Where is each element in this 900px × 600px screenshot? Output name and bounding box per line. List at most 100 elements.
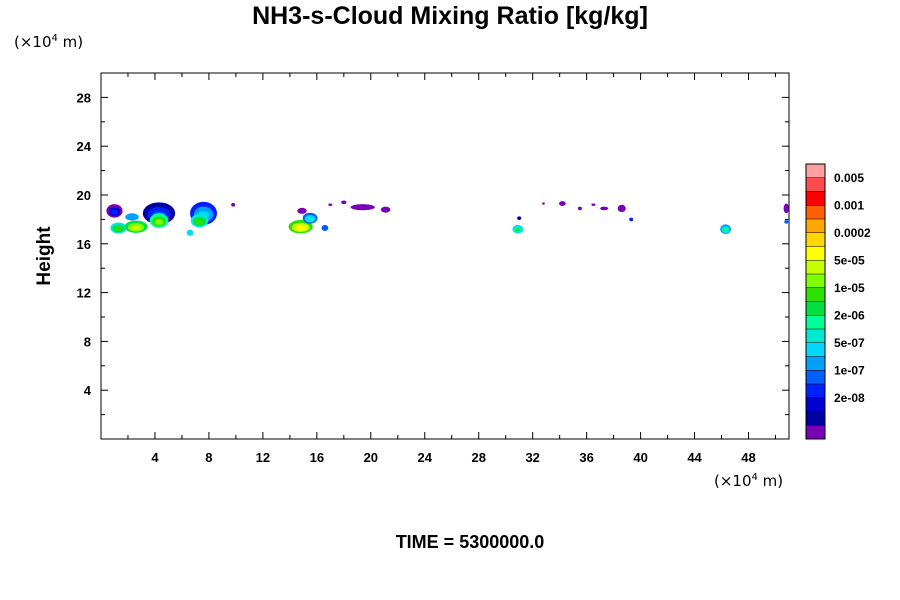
cloud-patch-outer [591, 203, 596, 206]
y-tick-label: 12 [77, 286, 91, 301]
cloud-patch-core [295, 225, 306, 231]
colorbar-swatch [806, 260, 825, 275]
cloud-patch-core [306, 217, 314, 222]
cloud-patch-outer [577, 206, 582, 211]
colorbar-swatch [806, 384, 825, 399]
colorbar-label: 2e-06 [834, 308, 865, 322]
cloud-patch [617, 204, 626, 213]
x-tick-label: 44 [687, 450, 702, 465]
time-footer: TIME = 5300000.0 [395, 532, 545, 552]
cloud-patch-core [723, 228, 728, 232]
cloud-patch [288, 220, 313, 234]
cloud-patch-core [155, 219, 163, 225]
x-unit-base: (×10 [714, 472, 752, 490]
cloud-patch-outer [341, 200, 347, 205]
cloud-patch [341, 200, 347, 205]
cloud-patch-core [115, 226, 122, 232]
cloud-patch-outer [784, 220, 789, 224]
x-tick-label: 20 [364, 450, 378, 465]
y-tick-label: 4 [84, 383, 92, 398]
colorbar-swatch [806, 425, 825, 440]
cloud-patch [720, 224, 731, 235]
y-unit-tail: m) [57, 33, 84, 51]
cloud-patch [106, 204, 123, 218]
cloud-patch-outer [517, 216, 522, 221]
colorbar-swatch [806, 342, 825, 357]
cloud-field [106, 200, 789, 236]
cloud-patch-outer [321, 224, 329, 231]
x-tick-label: 28 [471, 450, 485, 465]
cloud-patch [231, 202, 236, 207]
y-axis-label: Height [34, 226, 55, 286]
cloud-patch-outer [600, 206, 609, 211]
cloud-patch-outer [629, 217, 634, 222]
cloud-patch [784, 220, 789, 224]
y-tick-label: 8 [84, 334, 91, 349]
plot-frame [100, 72, 790, 440]
colorbar-label: 5e-05 [834, 253, 865, 267]
colorbar-swatch [806, 287, 825, 302]
colorbar-label: 1e-05 [834, 281, 865, 295]
cloud-patch-outer [297, 207, 307, 214]
colorbar-swatch [806, 301, 825, 316]
cloud-patch-outer [350, 204, 375, 211]
x-tick-label: 8 [205, 450, 212, 465]
cloud-patch-outer [231, 202, 236, 207]
cloud-patch [186, 229, 194, 236]
cloud-patch [124, 220, 148, 233]
colorbar-swatch [806, 246, 825, 261]
colorbar-swatch [806, 191, 825, 206]
cloud-patch [558, 201, 566, 206]
y-tick-label: 24 [77, 139, 92, 154]
cloud-patch [125, 213, 139, 221]
colorbar: 0.005 0.001 0.0002 5e-05 1e-05 2e-06 5e-07 1e-0… [805, 163, 871, 440]
colorbar-label: 0.005 [834, 171, 864, 185]
cloud-patch [110, 222, 127, 234]
cloud-patch [302, 212, 318, 224]
colorbar-swatch [806, 397, 825, 412]
x-unit-exponent: 4 [751, 472, 758, 483]
cloud-patch-core [131, 225, 141, 231]
chart-title: NH3-s-Cloud Mixing Ratio [kg/kg] [252, 2, 648, 30]
y-tick-label: 20 [77, 188, 91, 203]
cloud-patch [380, 206, 391, 213]
cloud-patch-outer [558, 201, 566, 206]
cloud-patch [149, 213, 169, 228]
cloud-patch [297, 207, 307, 214]
colorbar-swatch [806, 164, 825, 179]
colorbar-label: 0.0002 [834, 226, 871, 240]
colorbar-swatch [806, 315, 825, 330]
y-tick-label: 16 [77, 237, 91, 252]
colorbar-label: 2e-08 [834, 391, 865, 405]
colorbar-label: 5e-07 [834, 336, 865, 350]
x-tick-label: 36 [579, 450, 593, 465]
cloud-patch [321, 224, 329, 231]
x-tick-label: 4 [151, 450, 159, 465]
x-tick-label: 32 [525, 450, 539, 465]
y-tick-label: 28 [77, 90, 91, 105]
y-unit-base: (×10 [14, 33, 52, 51]
cloud-patch [542, 202, 545, 205]
cloud-patch-outer [783, 203, 789, 214]
x-tick-label: 48 [741, 450, 755, 465]
colorbar-swatch [806, 411, 825, 426]
colorbar-label: 1e-07 [834, 363, 865, 377]
cloud-patch [517, 216, 522, 221]
colorbar-swatch [806, 232, 825, 247]
cloud-patch-core [515, 228, 521, 232]
x-tick-label: 16 [310, 450, 324, 465]
cloud-patch [328, 203, 333, 206]
x-tick-label: 24 [418, 450, 433, 465]
colorbar-swatch [806, 274, 825, 289]
cloud-patch [783, 203, 789, 214]
cloud-patch-outer [380, 206, 391, 213]
cloud-patch [591, 203, 596, 206]
colorbar-swatch [806, 329, 825, 344]
colorbar-swatch [806, 205, 825, 220]
colorbar-swatch [806, 356, 825, 371]
cloud-patch-outer [542, 202, 545, 205]
cloud-patch [512, 224, 524, 234]
cloud-patch-outer [186, 229, 194, 236]
